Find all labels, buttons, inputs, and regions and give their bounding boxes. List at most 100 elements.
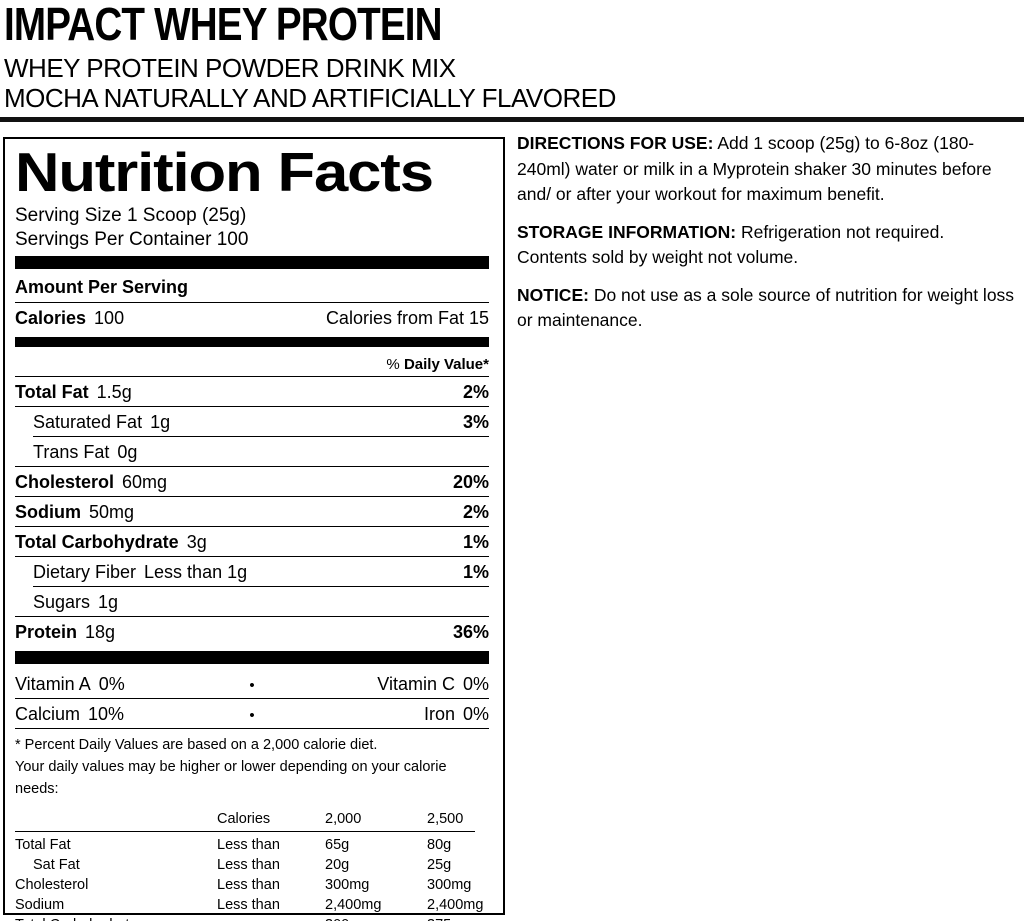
nutrient-row-protein: Protein 18g 36% (15, 617, 489, 646)
bullet-separator: • (249, 676, 255, 694)
table-row: Cholesterol Less than 300mg 300mg (15, 875, 489, 895)
header-divider (0, 117, 1024, 122)
nutrient-name: Protein (15, 621, 78, 642)
divider-indented (33, 436, 489, 437)
nutrient-amount: 1.5g (96, 381, 132, 402)
divider (15, 302, 489, 303)
directions-label: DIRECTIONS FOR USE: (517, 133, 714, 153)
vitamin-name: Vitamin C (377, 673, 455, 694)
nutrient-daily-value: 36% (452, 621, 489, 642)
table-cell-qualifier: Less than (217, 857, 280, 873)
usage-info-column: DIRECTIONS FOR USE: Add 1 scoop (25g) to… (517, 131, 1017, 346)
storage-label: STORAGE INFORMATION: (517, 221, 737, 242)
nutrient-daily-value: 1% (462, 561, 489, 582)
vitamin-value: 10% (88, 703, 125, 724)
table-cell-name: Total Carbohydrates (15, 915, 217, 921)
nutrient-name: Cholesterol (15, 471, 115, 492)
table-header-divider (15, 831, 475, 832)
servings-per-container-text: Servings Per Container 100 (15, 228, 249, 250)
bullet-separator: • (249, 706, 255, 724)
directions-text: Add 1 scoop (25g) to 6-8oz (180-240ml) w… (517, 133, 992, 204)
vitamin-value: 0% (98, 673, 125, 694)
calories-label: Calories (15, 307, 87, 328)
table-cell-2000: 20g (325, 857, 350, 873)
nutrient-row-trans-fat: Trans Fat 0g (15, 437, 489, 466)
column-header: 2,500 (427, 811, 464, 827)
nutrient-daily-value: 20% (452, 471, 489, 492)
daily-value-prefix: % (386, 356, 400, 373)
notice-paragraph: NOTICE: Do not use as a sole source of n… (517, 283, 1017, 334)
table-cell-2500: 2,400mg (427, 897, 484, 913)
divider-indented (33, 586, 489, 587)
divider (15, 466, 489, 467)
serving-size-text: Serving Size 1 Scoop (25g) (15, 205, 247, 226)
table-cell-2000: 2,400mg (325, 897, 382, 913)
vitamin-row-calcium-iron: Calcium 10% • Iron 0% (15, 699, 489, 728)
table-cell-2000: 65g (325, 837, 350, 853)
nutrient-row-cholesterol: Cholesterol 60mg 20% (15, 467, 489, 496)
nutrient-amount: Less than 1g (144, 561, 248, 582)
nutrient-amount: 60mg (122, 471, 168, 492)
nutrient-amount: 0g (117, 441, 138, 462)
table-cell-qualifier (217, 915, 325, 921)
calories-from-fat: Calories from Fat 15 (325, 307, 489, 328)
nutrient-row-sugars: Sugars 1g (15, 587, 489, 616)
product-title: IMPACT WHEY PROTEIN (4, 0, 443, 50)
column-header: 2,000 (325, 811, 362, 827)
product-subtitle-mix: WHEY PROTEIN POWDER DRINK MIX (4, 53, 456, 83)
nutrient-amount: 1g (150, 411, 171, 432)
vitamin-row-a-c: Vitamin A 0% • Vitamin C 0% (15, 669, 489, 698)
thick-separator (15, 651, 489, 664)
daily-value-header: % Daily Value* (15, 352, 489, 376)
table-row: Sat Fat Less than 20g 25g (15, 855, 489, 875)
nutrient-amount: 50mg (89, 501, 135, 522)
nutrient-name: Total Fat (15, 381, 89, 402)
column-header: Calories (217, 811, 271, 827)
nutrient-row-sodium: Sodium 50mg 2% (15, 497, 489, 526)
amount-per-serving-label: Amount Per Serving (15, 277, 189, 297)
nutrient-name: Saturated Fat (33, 411, 143, 432)
vitamin-value: 0% (462, 703, 489, 724)
divider (15, 698, 489, 699)
nutrient-amount: 18g (85, 621, 116, 642)
nutrient-daily-value: 1% (462, 531, 489, 552)
table-cell-2000: 300mg (325, 877, 370, 893)
nutrient-row-dietary-fiber: Dietary Fiber Less than 1g 1% (15, 557, 489, 586)
divider (15, 376, 489, 377)
table-row: Total Fat Less than 65g 80g (15, 835, 489, 855)
divider (15, 496, 489, 497)
vitamin-name: Vitamin A (15, 673, 91, 694)
directions-paragraph: DIRECTIONS FOR USE: Add 1 scoop (25g) to… (517, 131, 1017, 208)
nutrient-name: Dietary Fiber (33, 561, 137, 582)
nutrient-row-total-carbohydrate: Total Carbohydrate 3g 1% (15, 527, 489, 556)
nutrient-name: Total Carbohydrate (15, 531, 179, 552)
nutrient-name: Trans Fat (33, 441, 110, 462)
notice-label: NOTICE: (517, 284, 589, 305)
calories-row: Calories 100 Calories from Fat 15 (15, 303, 489, 332)
divider (15, 406, 489, 407)
calories-left: Calories 100 (15, 308, 124, 329)
table-cell-2500: 300mg (427, 877, 472, 893)
product-header: IMPACT WHEY PROTEIN WHEY PROTEIN POWDER … (4, 0, 1020, 113)
table-cell-2500: 80g (427, 837, 452, 853)
nutrient-name: Sugars (33, 591, 91, 612)
table-cell-2500: 375g (427, 915, 489, 921)
thick-separator (15, 337, 489, 347)
nutrient-daily-value: 3% (462, 411, 489, 432)
table-row: Total Carbohydrates 300g 375g (15, 915, 489, 921)
divider (15, 526, 489, 527)
storage-paragraph: STORAGE INFORMATION: Refrigeration not r… (517, 220, 1017, 271)
reference-table-header: Calories 2,000 2,500 (15, 809, 489, 829)
notice-text: Do not use as a sole source of nutrition… (517, 284, 1015, 331)
table-cell-name: Sat Fat (33, 857, 80, 873)
nutrient-daily-value: 2% (462, 501, 489, 522)
vitamin-value: 0% (462, 673, 489, 694)
table-cell-name: Total Fat (15, 837, 71, 853)
nutrition-facts-title: Nutrition Facts (15, 141, 434, 203)
table-cell-qualifier: Less than (217, 897, 280, 913)
table-cell-qualifier: Less than (217, 877, 280, 893)
table-cell-name: Cholesterol (15, 877, 89, 893)
nutrient-amount: 3g (186, 531, 207, 552)
vitamin-name: Iron (423, 703, 455, 724)
